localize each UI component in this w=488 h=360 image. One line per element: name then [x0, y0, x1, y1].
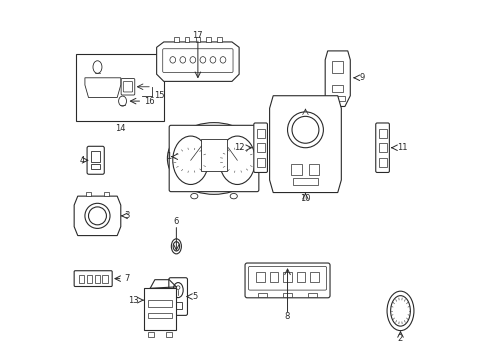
Bar	[378, 143, 386, 152]
Bar	[201, 139, 226, 171]
Bar	[103, 192, 109, 197]
Ellipse shape	[172, 136, 208, 184]
Text: 16: 16	[144, 96, 154, 105]
Text: 6: 6	[173, 217, 179, 226]
Text: 15: 15	[154, 91, 164, 100]
Bar	[309, 163, 319, 175]
FancyBboxPatch shape	[123, 82, 132, 92]
Ellipse shape	[220, 57, 225, 63]
Bar	[256, 158, 264, 167]
Polygon shape	[85, 78, 121, 98]
Ellipse shape	[180, 57, 185, 63]
Text: 14: 14	[114, 124, 125, 133]
FancyBboxPatch shape	[163, 49, 233, 72]
FancyBboxPatch shape	[121, 78, 135, 95]
Ellipse shape	[190, 57, 195, 63]
Bar	[283, 293, 291, 297]
Bar	[378, 158, 386, 167]
FancyBboxPatch shape	[253, 123, 267, 172]
Ellipse shape	[171, 239, 181, 254]
Bar	[91, 164, 100, 170]
Bar	[174, 37, 178, 41]
Bar	[148, 332, 154, 337]
Ellipse shape	[210, 57, 215, 63]
Bar	[184, 37, 189, 41]
Text: 8: 8	[285, 312, 289, 321]
Bar	[269, 272, 278, 282]
Text: 17: 17	[192, 31, 203, 40]
Bar	[148, 313, 172, 319]
Ellipse shape	[167, 123, 260, 194]
Bar	[91, 151, 100, 162]
Bar	[256, 129, 264, 138]
Bar	[256, 272, 264, 282]
Ellipse shape	[173, 242, 179, 251]
Bar	[331, 85, 343, 93]
Ellipse shape	[93, 61, 102, 73]
Bar	[256, 143, 264, 152]
Bar	[378, 129, 386, 138]
Ellipse shape	[169, 57, 175, 63]
Text: 13: 13	[128, 296, 139, 305]
Bar	[144, 288, 176, 330]
Bar	[309, 272, 318, 282]
FancyBboxPatch shape	[248, 266, 326, 290]
Bar	[76, 54, 163, 121]
Ellipse shape	[119, 96, 126, 106]
Text: 10: 10	[300, 194, 310, 203]
Bar	[307, 293, 317, 297]
Text: 1: 1	[165, 152, 171, 161]
Text: 11: 11	[396, 143, 407, 152]
Polygon shape	[325, 51, 349, 107]
Bar	[206, 37, 210, 41]
Ellipse shape	[287, 112, 323, 148]
Bar	[291, 163, 301, 175]
Bar	[174, 302, 182, 309]
Polygon shape	[74, 196, 121, 235]
Bar	[85, 192, 91, 197]
Text: 5: 5	[192, 292, 197, 301]
Bar	[332, 61, 343, 73]
FancyBboxPatch shape	[87, 146, 104, 174]
FancyBboxPatch shape	[244, 263, 329, 298]
Bar	[94, 275, 100, 283]
Ellipse shape	[200, 57, 205, 63]
FancyBboxPatch shape	[169, 125, 258, 192]
Ellipse shape	[85, 203, 110, 228]
Ellipse shape	[190, 193, 198, 199]
Bar	[258, 293, 266, 297]
Ellipse shape	[291, 116, 318, 143]
Text: 12: 12	[234, 143, 244, 152]
Bar	[195, 37, 200, 41]
Bar	[296, 272, 305, 282]
Text: 7: 7	[124, 274, 129, 283]
Bar	[283, 272, 291, 282]
FancyBboxPatch shape	[74, 271, 112, 287]
Ellipse shape	[390, 296, 409, 326]
Bar	[292, 178, 317, 185]
Bar	[102, 275, 107, 283]
FancyBboxPatch shape	[375, 123, 388, 172]
Ellipse shape	[219, 136, 255, 184]
Bar	[330, 96, 344, 101]
Bar	[217, 37, 221, 41]
Bar	[86, 275, 92, 283]
Polygon shape	[269, 96, 341, 193]
Text: 3: 3	[124, 211, 129, 220]
Text: 4: 4	[80, 156, 85, 165]
FancyBboxPatch shape	[168, 278, 187, 315]
Ellipse shape	[173, 283, 183, 298]
Bar	[165, 332, 172, 337]
Polygon shape	[156, 42, 239, 81]
Bar	[79, 275, 83, 283]
Ellipse shape	[230, 193, 237, 199]
Ellipse shape	[88, 207, 106, 225]
Bar	[148, 300, 172, 307]
Ellipse shape	[176, 286, 180, 289]
Text: 2: 2	[397, 334, 402, 343]
Ellipse shape	[386, 291, 413, 330]
Text: 9: 9	[359, 73, 364, 82]
